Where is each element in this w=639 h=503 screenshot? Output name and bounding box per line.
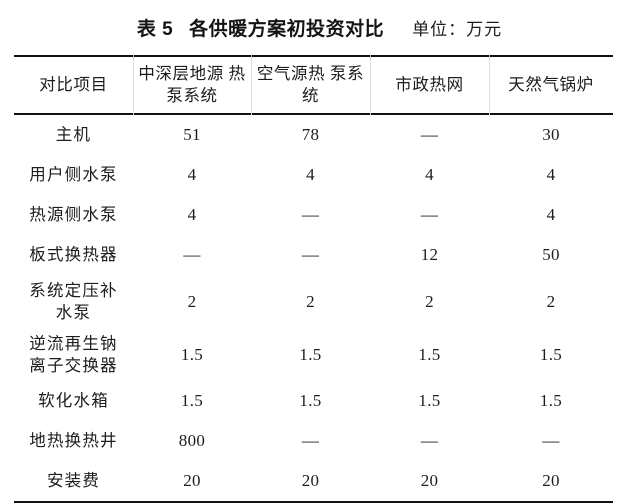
column-divider-tick: [370, 55, 371, 59]
cell-value: 30: [542, 125, 560, 144]
cell-value: 20: [420, 471, 439, 490]
table-row: 用户侧水泵 4 4 4 4: [14, 155, 613, 195]
cell-value: —: [542, 431, 560, 450]
cell-value: 4: [425, 165, 434, 184]
row-label: 用户侧水泵: [29, 165, 118, 185]
cell-value: 1.5: [180, 391, 204, 410]
row-label: 软化水箱: [38, 391, 109, 411]
cell-value: —: [420, 125, 439, 144]
column-header-gshp: 中深层地源 热泵系统: [133, 57, 251, 115]
column-divider-tick: [133, 58, 134, 115]
cell-value: 1.5: [180, 344, 204, 364]
column-divider-tick: [251, 55, 252, 59]
column-divider-tick: [489, 55, 490, 59]
table-row: 软化水箱 1.5 1.5 1.5 1.5: [14, 381, 613, 421]
table-row: 地热换热井 800 — — —: [14, 421, 613, 461]
table-row: 板式换热器 — — 12 50: [14, 235, 613, 275]
table-row: 逆流再生钠 离子交换器 1.5 1.5 1.5 1.5: [14, 328, 613, 381]
column-header-gasboiler: 天然气锅炉: [489, 57, 613, 115]
row-label: 逆流再生钠 离子交换器: [29, 333, 118, 375]
table-row: 安装费 20 20 20 20: [14, 461, 613, 502]
column-divider-tick: [370, 58, 371, 115]
caption-unit: 单位：万元: [412, 19, 503, 39]
column-divider-tick: [251, 58, 252, 115]
column-header-ashp: 空气源热 泵系统: [251, 57, 370, 115]
row-label: 安装费: [46, 471, 101, 491]
cell-value: 4: [187, 165, 197, 184]
cell-value: —: [420, 205, 439, 224]
row-label: 系统定压补 水泵: [29, 280, 118, 322]
investment-comparison-table-wrapper: 对比项目 中深层地源 热泵系统 空气源热 泵系统 市政热网 天然气锅炉 主机 5…: [14, 55, 613, 503]
cell-value: 12: [420, 245, 439, 264]
cell-value: 800: [178, 431, 206, 450]
cell-value: —: [301, 245, 320, 264]
cell-value: 4: [187, 205, 197, 224]
cell-value: 1.5: [299, 344, 322, 364]
row-label: 板式换热器: [29, 245, 118, 265]
cell-value: 20: [542, 471, 560, 490]
cell-value: 1.5: [418, 391, 441, 410]
table-caption: 表 5 各供暖方案初投资对比 单位：万元: [0, 10, 639, 44]
cell-value: 1.5: [539, 344, 563, 364]
row-label: 主机: [55, 125, 92, 145]
cell-value: 20: [183, 471, 201, 490]
cell-value: 1.5: [418, 344, 441, 364]
table-row: 热源侧水泵 4 — — 4: [14, 195, 613, 235]
cell-value: —: [183, 245, 201, 264]
cell-value: 1.5: [299, 391, 322, 410]
table-row: 系统定压补 水泵 2 2 2 2: [14, 275, 613, 328]
cell-value: 2: [425, 291, 434, 311]
row-label: 热源侧水泵: [29, 205, 118, 225]
table-body: 主机 51 78 — 30 用户侧水泵 4 4 4 4 热源侧水泵 4 —: [14, 114, 613, 503]
table-head: 对比项目 中深层地源 热泵系统 空气源热 泵系统 市政热网 天然气锅炉: [14, 55, 613, 115]
cell-value: 2: [546, 291, 556, 311]
cell-value: 20: [301, 471, 320, 490]
cell-value: 4: [546, 165, 556, 184]
table-header-row: 对比项目 中深层地源 热泵系统 空气源热 泵系统 市政热网 天然气锅炉: [14, 57, 613, 115]
cell-value: 78: [301, 125, 320, 144]
column-header-district: 市政热网: [370, 57, 489, 115]
cell-value: 2: [187, 291, 197, 311]
cell-value: 2: [306, 291, 315, 311]
column-divider-tick: [489, 58, 490, 115]
cell-value: —: [420, 431, 439, 450]
cell-value: —: [301, 205, 320, 224]
cell-value: 4: [546, 205, 556, 224]
cell-value: 4: [306, 165, 315, 184]
table-row: 主机 51 78 — 30: [14, 114, 613, 155]
row-label: 地热换热井: [29, 431, 118, 451]
cell-value: 50: [542, 245, 560, 264]
caption-label: 表 5: [136, 18, 174, 40]
investment-comparison-table: 对比项目 中深层地源 热泵系统 空气源热 泵系统 市政热网 天然气锅炉 主机 5…: [14, 55, 613, 503]
caption-title: 各供暖方案初投资对比: [189, 18, 385, 40]
column-divider-tick: [133, 55, 134, 59]
cell-value: 51: [183, 125, 201, 144]
cell-value: 1.5: [539, 391, 563, 410]
cell-value: —: [301, 431, 320, 450]
column-header-item: 对比项目: [14, 57, 133, 115]
